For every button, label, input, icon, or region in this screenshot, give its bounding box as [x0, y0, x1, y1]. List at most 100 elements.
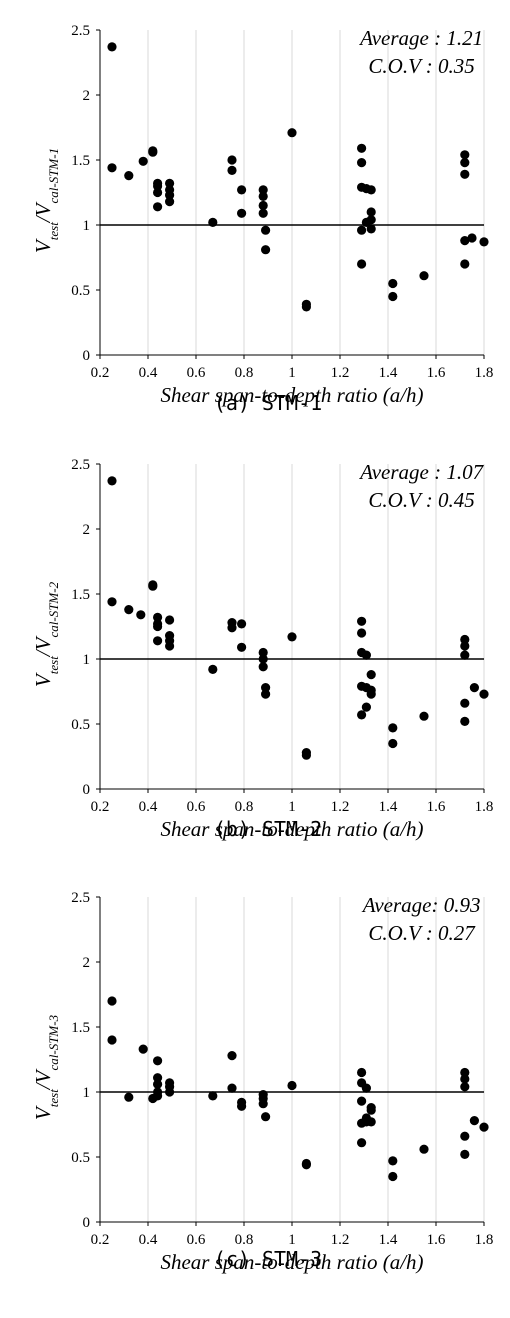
chart-caption: (a) STM-1: [214, 391, 322, 415]
data-point: [388, 1156, 398, 1166]
data-point: [479, 1122, 489, 1132]
data-point: [366, 185, 376, 195]
y-tick-label: 2.5: [71, 23, 90, 39]
data-point: [357, 158, 367, 168]
y-tick-label: 2.5: [71, 890, 90, 906]
data-point: [357, 225, 367, 235]
data-point: [258, 1099, 268, 1109]
data-point: [361, 650, 371, 660]
data-point: [460, 1082, 470, 1092]
data-point: [124, 171, 134, 181]
data-point: [460, 698, 470, 708]
x-tick-label: 1.8: [475, 799, 494, 815]
y-tick-label: 0: [83, 348, 91, 364]
y-tick-label: 2: [83, 88, 91, 104]
annotation-line: C.O.V : 0.35: [368, 54, 474, 78]
data-point: [153, 187, 163, 198]
data-point: [467, 233, 477, 243]
data-point: [153, 621, 163, 632]
data-point: [366, 207, 376, 217]
data-point: [287, 1080, 297, 1091]
data-point: [287, 128, 297, 138]
data-point: [469, 683, 479, 693]
x-tick-label: 1: [288, 1232, 296, 1248]
y-axis-label: Vtest/Vcal-STM-1: [31, 148, 61, 253]
data-point: [357, 1096, 367, 1106]
x-tick-label: 1.4: [379, 1232, 398, 1248]
data-point: [357, 1138, 367, 1148]
data-point: [165, 178, 175, 188]
data-point: [237, 619, 247, 629]
data-point: [153, 1056, 163, 1066]
x-tick-label: 0.6: [187, 1232, 206, 1248]
x-tick-label: 1.6: [427, 799, 446, 815]
y-tick-label: 1.5: [71, 153, 90, 169]
x-tick-label: 0.4: [139, 1232, 158, 1248]
data-point: [227, 155, 237, 165]
data-point: [460, 236, 470, 246]
data-point: [208, 664, 218, 675]
data-point: [361, 702, 371, 712]
data-point: [460, 1149, 470, 1159]
y-tick-label: 0.5: [71, 283, 90, 299]
x-tick-label: 0.2: [91, 365, 110, 381]
y-tick-label: 1: [83, 218, 91, 234]
chart-panel-1: 0.2 0.4 0.6 0.8 1 1.2 1.4 1.6 1.8 0 0.5 1 1.5 2 2.5 Ave…: [31, 23, 493, 415]
data-point: [460, 650, 470, 660]
x-tick-label: 1: [288, 799, 296, 815]
data-point: [237, 642, 247, 652]
x-tick-label: 1.6: [427, 1232, 446, 1248]
data-point: [237, 208, 247, 218]
y-tick-label: 1.5: [71, 587, 90, 603]
x-tick-label: 0.6: [187, 799, 206, 815]
data-point: [153, 202, 163, 212]
y-tick-label: 1.5: [71, 1020, 90, 1036]
data-point: [388, 291, 398, 302]
x-tick-label: 1.6: [427, 365, 446, 381]
y-tick-label: 2: [83, 955, 91, 971]
x-axis-label: Shear span-to-depth ratio (a/h): [160, 1250, 423, 1274]
data-point: [165, 1087, 175, 1097]
x-tick-label: 0.2: [91, 799, 110, 815]
x-tick-label: 0.4: [139, 365, 158, 381]
data-point: [227, 1083, 237, 1093]
data-point: [148, 581, 158, 591]
data-point: [388, 738, 398, 749]
data-point: [165, 615, 175, 625]
chart-panel-3: 0.2 0.4 0.6 0.8 1 1.2 1.4 1.6 1.8 0 0.5 1 1.5 2 2.5 Ave…: [31, 890, 493, 1274]
data-point: [138, 1044, 148, 1054]
x-tick-label: 1.2: [331, 365, 350, 381]
data-point: [153, 1079, 163, 1089]
data-point: [361, 1083, 371, 1093]
data-point: [153, 636, 163, 646]
data-point: [153, 1073, 163, 1083]
data-point: [107, 1035, 117, 1045]
data-point: [258, 200, 268, 211]
data-point: [258, 185, 268, 195]
chart-caption: (c) STM-3: [214, 1247, 322, 1271]
y-axis-label: Vtest/Vcal-STM-3: [31, 1014, 61, 1120]
data-point: [460, 158, 470, 168]
y-label-slash: /V: [31, 1068, 55, 1090]
x-tick-label: 1.2: [331, 1232, 350, 1248]
data-point: [107, 476, 117, 486]
data-point: [357, 259, 367, 269]
y-label-sub-cal: cal-STM-1: [46, 148, 61, 204]
x-tick-label: 1: [288, 365, 296, 381]
y-axis-label: Vtest/Vcal-STM-2: [31, 581, 61, 687]
data-point: [460, 1067, 470, 1078]
data-point: [258, 647, 268, 658]
data-point: [165, 641, 175, 651]
data-point: [208, 1091, 218, 1101]
y-label-sub-test: test: [46, 1089, 61, 1107]
data-point: [258, 191, 268, 201]
y-tick-label: 2.5: [71, 457, 90, 473]
annotation-line: C.O.V : 0.27: [368, 921, 476, 945]
x-tick-label: 0.4: [139, 799, 158, 815]
data-point: [479, 689, 489, 699]
x-tick-label: 1.2: [331, 799, 350, 815]
y-tick-label: 2: [83, 522, 91, 538]
data-point: [357, 628, 367, 638]
data-point: [138, 156, 148, 166]
